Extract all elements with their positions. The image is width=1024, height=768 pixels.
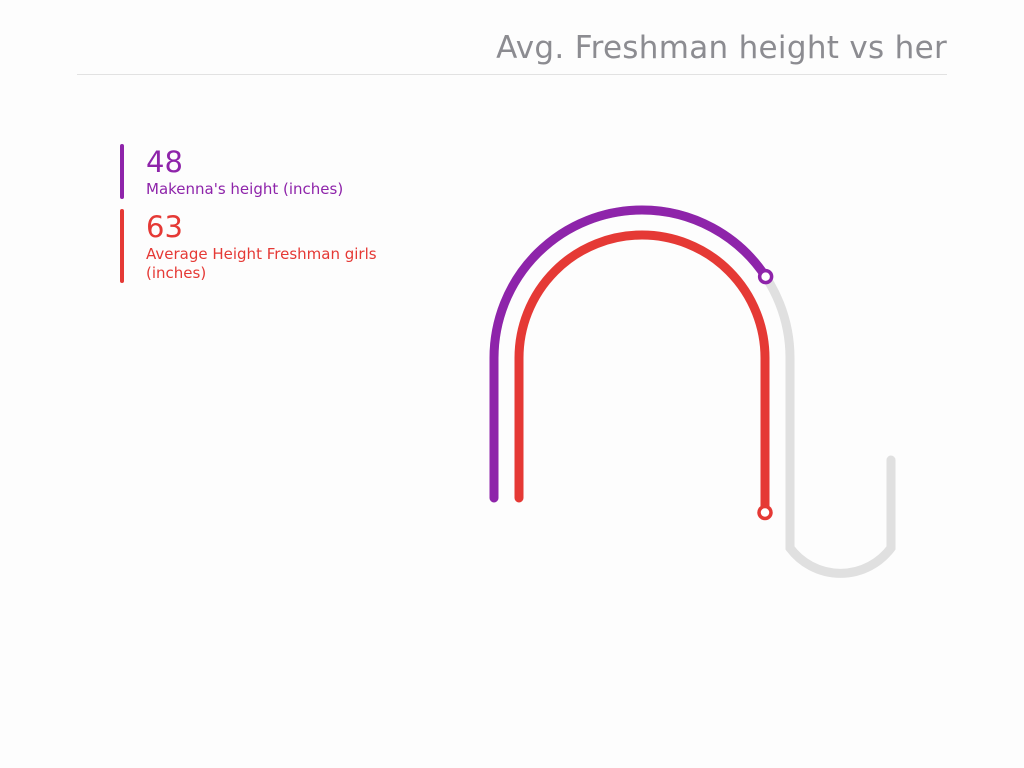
legend-label-average: Average Height Freshman girls (inches) (146, 245, 377, 282)
chart-title: Avg. Freshman height vs her (496, 30, 947, 66)
legend-entry-makenna[interactable]: 48 Makenna's height (inches) (120, 144, 420, 199)
bar-end-marker-average (757, 504, 773, 521)
legend-swatch-makenna (120, 144, 124, 199)
legend-value-average: 63 (146, 210, 183, 244)
legend: 48 Makenna's height (inches) 63 Average … (120, 144, 420, 293)
legend-swatch-average (120, 209, 124, 283)
title-divider (77, 74, 947, 75)
bar-end-marker-makenna (757, 268, 774, 285)
bar-makenna[interactable] (489, 205, 896, 578)
legend-value-makenna: 48 (146, 145, 183, 179)
legend-entry-average[interactable]: 63 Average Height Freshman girls (inches… (120, 209, 420, 283)
bar-average[interactable] (514, 230, 921, 596)
track-makenna (489, 205, 896, 578)
legend-label-makenna: Makenna's height (inches) (146, 180, 344, 198)
